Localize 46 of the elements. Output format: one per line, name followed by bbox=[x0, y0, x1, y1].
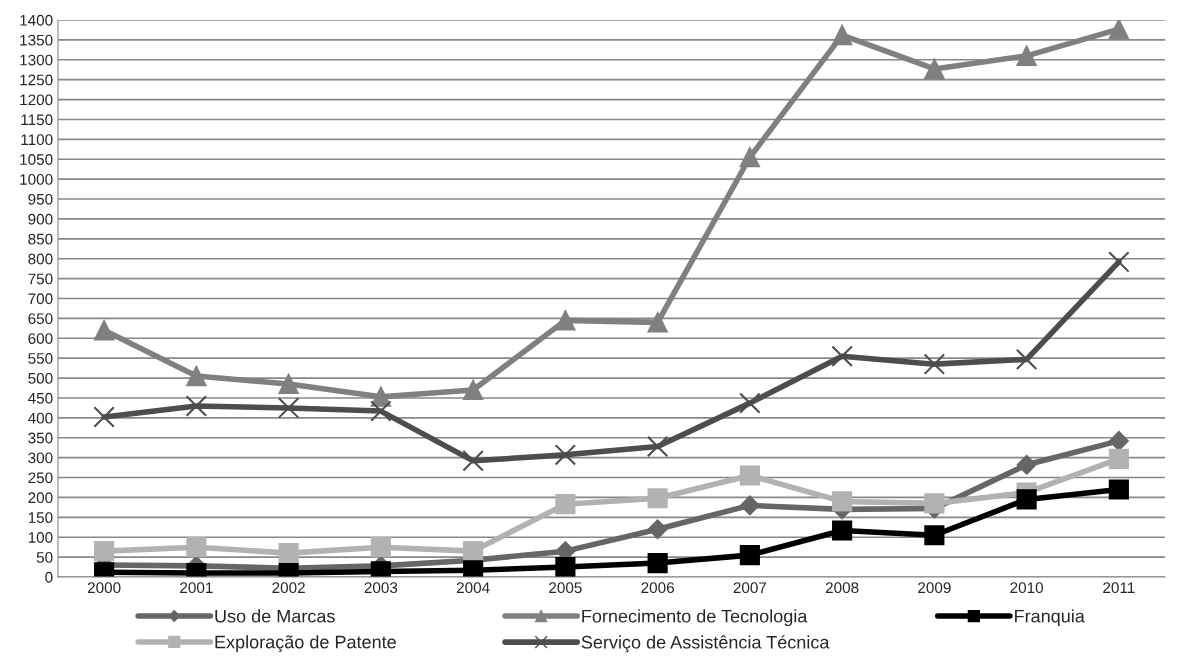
x-tick-label: 2008 bbox=[825, 582, 859, 594]
x-tick-label: 2009 bbox=[918, 582, 951, 594]
y-tick-label: 800 bbox=[28, 253, 53, 265]
y-tick-label: 1000 bbox=[20, 174, 53, 185]
y-tick-label: 500 bbox=[28, 372, 53, 384]
x-tick-label: 2007 bbox=[733, 582, 767, 594]
y-tick-label: 250 bbox=[28, 472, 53, 484]
x-tick-label: 2000 bbox=[87, 582, 121, 594]
x-tick-label: 2005 bbox=[549, 582, 582, 594]
legend-label: Fornecimento de Tecnologia bbox=[582, 609, 808, 627]
legend-label: Serviço de Assistência Técnica bbox=[581, 635, 830, 653]
y-tick-label: 1150 bbox=[21, 114, 53, 126]
legend-label: Exploração de Patente bbox=[215, 635, 396, 653]
y-tick-label: 50 bbox=[36, 551, 53, 563]
y-tick-label: 600 bbox=[28, 333, 53, 344]
y-tick-label: 400 bbox=[28, 412, 53, 424]
x-tick-label: 2001 bbox=[180, 582, 213, 594]
y-tick-label: 550 bbox=[28, 353, 53, 364]
y-tick-label: 650 bbox=[28, 313, 53, 325]
y-tick-label: 150 bbox=[28, 512, 53, 524]
y-tick-label: 100 bbox=[28, 532, 53, 543]
x-tick-label: 2011 bbox=[1103, 582, 1135, 594]
y-tick-label: 200 bbox=[28, 492, 53, 504]
y-tick-label: 1250 bbox=[20, 74, 53, 86]
x-tick-label: 2004 bbox=[456, 582, 490, 594]
x-tick-label: 2010 bbox=[1010, 582, 1044, 594]
y-tick-label: 750 bbox=[28, 273, 53, 285]
y-tick-label: 450 bbox=[28, 392, 53, 404]
x-tick-label: 2002 bbox=[272, 582, 305, 594]
y-tick-label: 1100 bbox=[21, 134, 53, 146]
legend-label: Franquia bbox=[1015, 609, 1085, 627]
y-tick-label: 700 bbox=[28, 293, 53, 305]
y-tick-label: 0 bbox=[45, 571, 53, 583]
x-tick-label: 2003 bbox=[364, 582, 398, 594]
y-tick-label: 1300 bbox=[20, 54, 53, 66]
y-tick-label: 300 bbox=[28, 452, 53, 464]
x-tick-label: 2006 bbox=[641, 582, 674, 594]
y-tick-label: 850 bbox=[28, 233, 53, 245]
y-tick-label: 350 bbox=[28, 432, 53, 444]
y-tick-label: 1200 bbox=[20, 94, 53, 106]
y-tick-label: 1350 bbox=[20, 34, 53, 46]
y-tick-label: 1400 bbox=[20, 14, 53, 26]
y-tick-label: 1050 bbox=[20, 154, 53, 165]
y-tick-label: 950 bbox=[28, 193, 53, 205]
legend-label: Uso de Marcas bbox=[215, 609, 335, 623]
y-tick-label: 900 bbox=[28, 213, 53, 225]
